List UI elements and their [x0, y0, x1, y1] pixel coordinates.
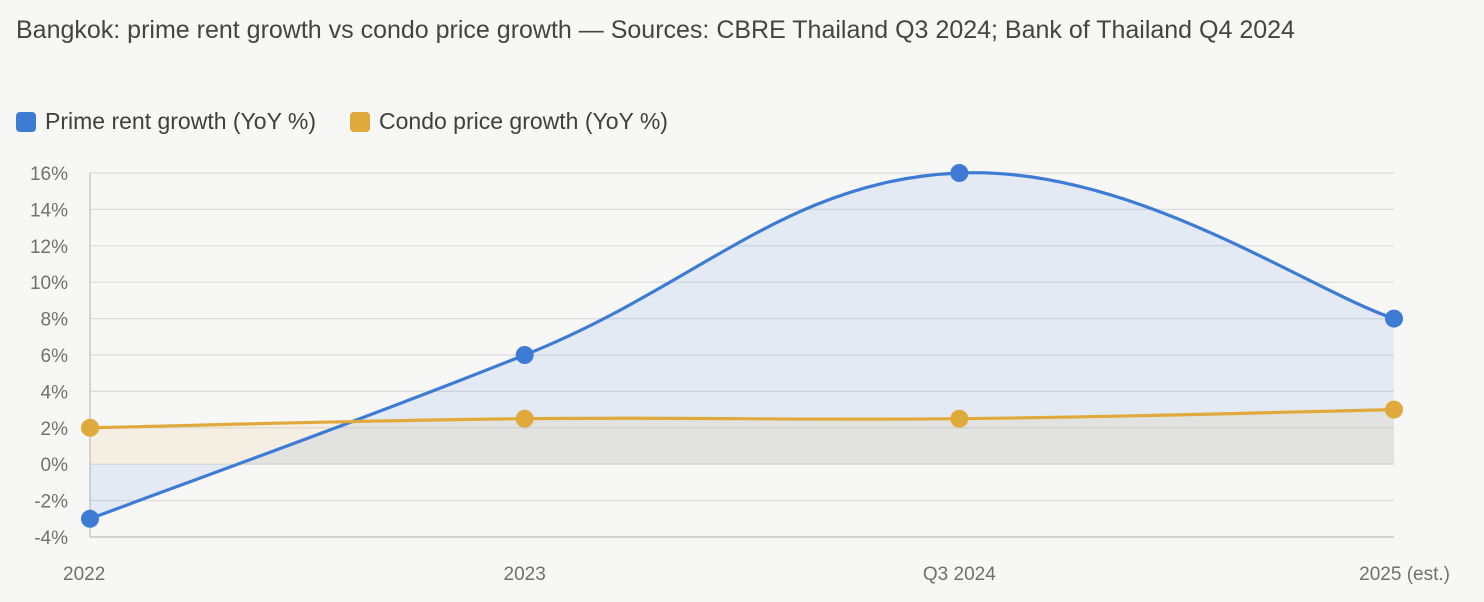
- data-point-condo: [81, 418, 99, 437]
- legend: Prime rent growth (YoY %) Condo price gr…: [16, 108, 668, 135]
- legend-label-rent: Prime rent growth (YoY %): [45, 108, 317, 134]
- y-tick-label: 6%: [41, 346, 69, 367]
- y-tick-label: -2%: [34, 492, 68, 513]
- y-tick-label: 14%: [30, 200, 68, 221]
- data-point-rent: [515, 346, 534, 364]
- data-point-rent: [1385, 309, 1403, 328]
- series-line-rent: [89, 171, 1395, 521]
- y-tick-label: 10%: [30, 273, 68, 294]
- y-tick-label: 12%: [30, 237, 68, 258]
- x-tick-label: 2025 (est.): [1359, 564, 1450, 585]
- y-tick-label: 0%: [41, 455, 69, 476]
- x-tick-label: 2023: [504, 564, 546, 585]
- y-tick-label: 16%: [30, 164, 68, 185]
- area-fill-condo: [90, 409, 1394, 465]
- area-fill-rent: [90, 172, 1394, 519]
- legend-swatch-condo: [350, 111, 371, 132]
- y-tick-label: 4%: [41, 382, 69, 403]
- data-point-rent: [81, 509, 99, 528]
- data-point-condo: [515, 409, 534, 428]
- series-line-condo: [89, 408, 1395, 430]
- legend-item-rent[interactable]: Prime rent growth (YoY %): [16, 108, 316, 135]
- legend-swatch-rent: [16, 111, 36, 132]
- chart-title: Bangkok: prime rent growth vs condo pric…: [16, 16, 1295, 44]
- legend-label-condo: Condo price growth (YoY %): [379, 108, 668, 134]
- data-point-condo: [950, 409, 969, 428]
- data-point-rent: [950, 164, 969, 182]
- data-point-condo: [1385, 400, 1403, 419]
- legend-item-condo[interactable]: Condo price growth (YoY %): [350, 108, 668, 135]
- x-tick-label: Q3 2024: [923, 564, 996, 585]
- y-tick-label: 8%: [41, 310, 69, 331]
- y-tick-label: 2%: [41, 419, 69, 440]
- y-tick-label: -4%: [34, 528, 68, 549]
- x-tick-label: 2022: [63, 564, 105, 585]
